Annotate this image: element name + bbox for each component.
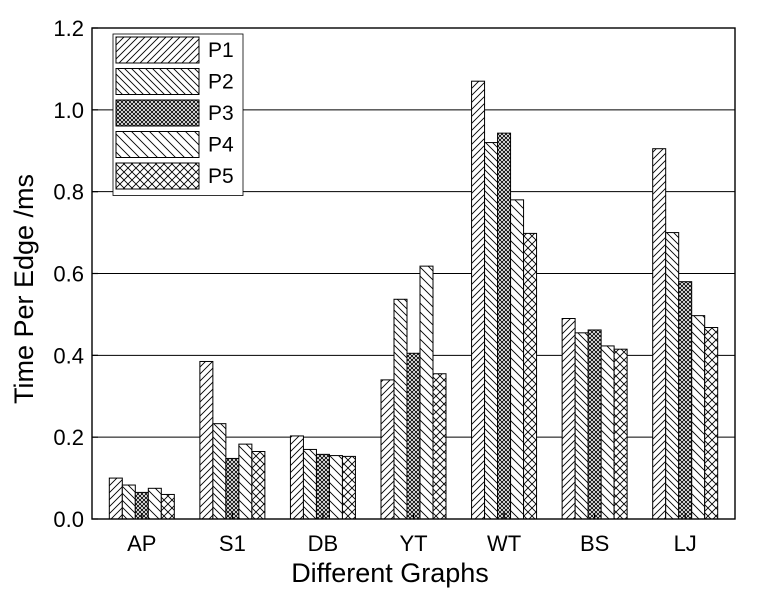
bar-p4-s1 [238,443,253,520]
bar-p1-yt [380,379,395,520]
x-tick-label: S1 [219,531,246,556]
legend-label-p1: P1 [208,39,234,62]
bar-p4-lj [691,315,706,520]
legend-swatch-p4 [115,131,200,158]
bar-p5-ap [160,493,175,520]
y-tick-label: 0.6 [53,262,84,287]
bar-p4-ap [147,487,162,520]
y-tick-label: 0.0 [53,507,84,532]
bar-p3-lj [678,281,693,520]
x-tick-label: LJ [674,531,697,556]
bar-p2-lj [665,232,680,520]
bar-p2-ap [121,484,136,520]
x-tick-label: YT [399,531,427,556]
bar-p5-s1 [251,450,266,520]
bar-p3-bs [587,329,602,520]
bar-p3-s1 [225,457,240,520]
legend-swatch-p5 [115,162,200,190]
legend-swatch-p2 [115,68,200,95]
x-axis-title: Different Graphs [291,558,489,588]
y-tick-label: 1.2 [53,16,84,41]
bar-p1-s1 [199,360,214,520]
bar-p5-lj [704,327,719,520]
axes: 0.0 0.2 0.4 0.6 0.8 1.0 1.2 AP S1 DB YT WT BS LJ [53,16,736,556]
legend-label-p4: P4 [208,134,234,157]
bar-p4-db [328,455,343,520]
x-tick-label: AP [127,531,156,556]
bar-p3-db [315,453,330,520]
bar-p1-wt [471,80,486,520]
y-tick-label: 0.2 [53,425,84,450]
legend-label-p3: P3 [208,102,234,125]
bar-p5-bs [613,348,628,520]
x-tick-label: BS [580,531,609,556]
bar-p2-yt [393,298,408,520]
y-tick-label: 0.4 [53,343,84,368]
y-axis-title: Time Per Edge /ms [9,174,39,404]
legend-swatch-p3 [115,99,200,127]
bar-p4-yt [419,265,434,520]
bar-p5-db [341,455,356,520]
y-tick-label: 1.0 [53,98,84,123]
bar-p2-s1 [212,423,227,520]
bar-p4-wt [510,199,525,520]
bar-p2-bs [574,332,589,520]
y-tick-label: 0.8 [53,180,84,205]
legend-label-p2: P2 [208,71,234,94]
bar-p1-ap [108,477,123,520]
x-tick-label: WT [487,531,521,556]
bar-p1-db [289,435,304,520]
bar-p3-yt [406,352,421,520]
x-tick-label: DB [308,531,339,556]
bar-p4-bs [600,345,615,520]
plot-frame [91,27,736,520]
legend-label-p5: P5 [208,165,234,188]
legend-swatch-p1 [115,36,200,64]
bar-p1-lj [652,148,667,520]
bar-p2-wt [484,142,499,520]
bar-p3-wt [497,132,512,520]
bar-p5-wt [523,232,538,520]
bar-p5-yt [432,373,447,520]
bar-p1-bs [561,318,576,520]
bar-p2-db [302,448,317,520]
legend: P1 P2 P3 P4 P5 [112,33,244,196]
